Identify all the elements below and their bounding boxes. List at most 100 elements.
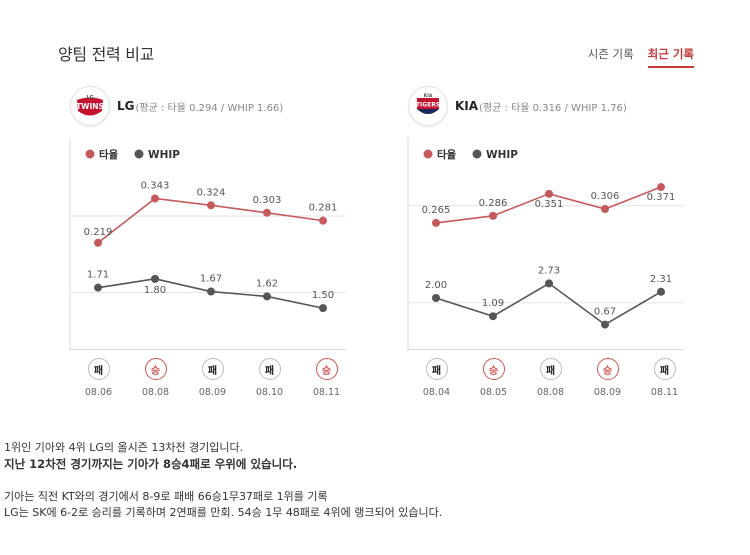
tab-season-record[interactable]: 시즌 기록	[587, 47, 634, 61]
record-tabs: 시즌 기록 최근 기록	[588, 46, 694, 68]
whip-point	[657, 287, 665, 296]
section-title: 양팀 전력 비교	[58, 45, 155, 64]
team-name: LG	[117, 99, 135, 113]
svg-text:KIA: KIA	[424, 93, 433, 99]
game-date: 08.09	[198, 387, 227, 398]
kia-recent-games: 패 08.04 승 08.05 패 08.08 승 08.09 패 08.11	[408, 358, 693, 398]
whip-series-line	[435, 282, 662, 326]
tab-recent-record[interactable]: 최근 기록	[647, 46, 694, 68]
game-date: 08.09	[593, 387, 622, 398]
whip-point	[601, 320, 609, 329]
game-date: 08.08	[536, 387, 565, 398]
avg-value-label: 0.219	[84, 227, 113, 238]
game-result: 패 08.10	[241, 358, 298, 398]
legend-avg-label: 타율	[99, 148, 119, 161]
win-badge: 승	[144, 358, 167, 380]
team-name: KIA	[455, 99, 479, 113]
team-header-kia: KIA TIGERS KIA (평균 : 타율 0.316 / WHIP 1.7…	[408, 86, 627, 126]
game-date: 08.06	[84, 387, 113, 398]
game-result: 패 08.04	[408, 358, 465, 398]
lg-twins-logo-icon: LG TWINS	[70, 86, 110, 126]
whip-point	[263, 292, 271, 301]
avg-point	[601, 205, 609, 214]
avg-value-label: 0.265	[422, 205, 451, 216]
whip-value-label: 1.71	[87, 270, 109, 281]
whip-value-label: 1.80	[144, 285, 166, 296]
win-badge: 승	[482, 358, 505, 380]
whip-value-label: 2.00	[425, 280, 447, 291]
avg-value-label: 0.324	[197, 187, 226, 198]
loss-badge: 패	[87, 358, 110, 380]
lg-recent-games: 패 08.06 승 08.08 패 08.09 패 08.10 승 08.11	[70, 358, 355, 398]
avg-point	[319, 216, 327, 225]
legend-whip-dot	[472, 149, 482, 159]
loss-badge: 패	[258, 358, 281, 380]
loss-badge: 패	[539, 358, 562, 380]
win-badge: 승	[596, 358, 619, 380]
description-highlight: 지난 12차전 경기까지는 기아가 8승4패로 우위에 있습니다.	[4, 457, 298, 471]
team-average: (평균 : 타율 0.294 / WHIP 1.66)	[135, 102, 284, 114]
match-description: 1위인 기아와 4위 LG의 올시즌 13차전 경기입니다. 지난 12차전 경…	[4, 440, 442, 521]
avg-point	[207, 201, 215, 210]
avg-value-label: 0.303	[253, 195, 282, 206]
legend-whip-label: WHIP	[148, 149, 180, 161]
avg-value-label: 0.306	[591, 191, 620, 202]
legend-whip-dot	[134, 149, 144, 159]
game-date: 08.11	[312, 387, 341, 398]
whip-point	[207, 287, 215, 296]
whip-value-label: 1.62	[256, 278, 278, 289]
whip-value-label: 2.73	[538, 265, 560, 276]
avg-value-label: 0.343	[141, 181, 170, 192]
whip-point	[151, 274, 159, 283]
description-line: LG는 SK에 6-2로 승리를 기록하며 2연패를 만회. 54승 1무 48…	[4, 506, 443, 519]
team-average: (평균 : 타율 0.316 / WHIP 1.76)	[479, 102, 627, 114]
whip-value-label: 1.09	[482, 298, 504, 309]
legend-avg-dot	[85, 149, 95, 159]
game-date: 08.11	[650, 387, 679, 398]
whip-point	[432, 294, 440, 302]
whip-point	[94, 283, 102, 292]
whip-value-label: 2.31	[650, 274, 672, 285]
svg-text:TIGERS: TIGERS	[416, 102, 440, 109]
game-result: 패 08.06	[70, 358, 127, 398]
avg-point	[657, 183, 665, 192]
svg-text:LG: LG	[86, 95, 93, 101]
avg-point	[432, 218, 440, 227]
svg-text:TWINS: TWINS	[76, 102, 104, 111]
kia-trend-chart: 타율 WHIP 0.265 0.286 0.351 0.306 0.371 2.00 1.09 2…	[407, 138, 684, 350]
description-line: 1위인 기아와 4위 LG의 올시즌 13차전 경기입니다.	[4, 441, 244, 454]
win-badge: 승	[315, 358, 338, 380]
legend-whip-label: WHIP	[486, 149, 518, 161]
whip-value-label: 1.50	[312, 290, 334, 301]
loss-badge: 패	[425, 358, 448, 380]
avg-point	[489, 211, 497, 220]
lg-trend-chart: 타율 WHIP 0.219 0.343 0.324 0.303 0.281 1.71 1.80 1…	[69, 138, 346, 350]
avg-point	[263, 208, 271, 217]
description-line: 기아는 직전 KT와의 경기에서 8-9로 패배 66승1무37패로 1위를 기…	[4, 490, 328, 503]
game-result: 승 08.05	[465, 358, 522, 398]
game-result: 패 08.11	[636, 358, 693, 398]
game-date: 08.04	[422, 387, 451, 398]
game-result: 승 08.08	[127, 358, 184, 398]
game-date: 08.05	[479, 387, 508, 398]
avg-value-label: 0.286	[479, 198, 508, 209]
avg-point	[151, 194, 159, 203]
avg-point	[94, 238, 102, 247]
game-result: 패 08.09	[184, 358, 241, 398]
game-result: 승 08.09	[579, 358, 636, 398]
whip-point	[319, 304, 327, 313]
whip-value-label: 0.67	[594, 307, 616, 318]
legend-avg-label: 타율	[437, 148, 457, 161]
game-result: 승 08.11	[298, 358, 355, 398]
avg-value-label: 0.351	[535, 199, 564, 210]
game-date: 08.10	[255, 387, 284, 398]
loss-badge: 패	[653, 358, 676, 380]
avg-value-label: 0.281	[309, 203, 338, 214]
game-date: 08.08	[141, 387, 170, 398]
kia-tigers-logo-icon: KIA TIGERS	[408, 86, 448, 126]
avg-point	[545, 189, 553, 198]
whip-point	[545, 279, 553, 288]
game-result: 패 08.08	[522, 358, 579, 398]
whip-point	[489, 312, 497, 321]
legend-avg-dot	[423, 149, 433, 159]
